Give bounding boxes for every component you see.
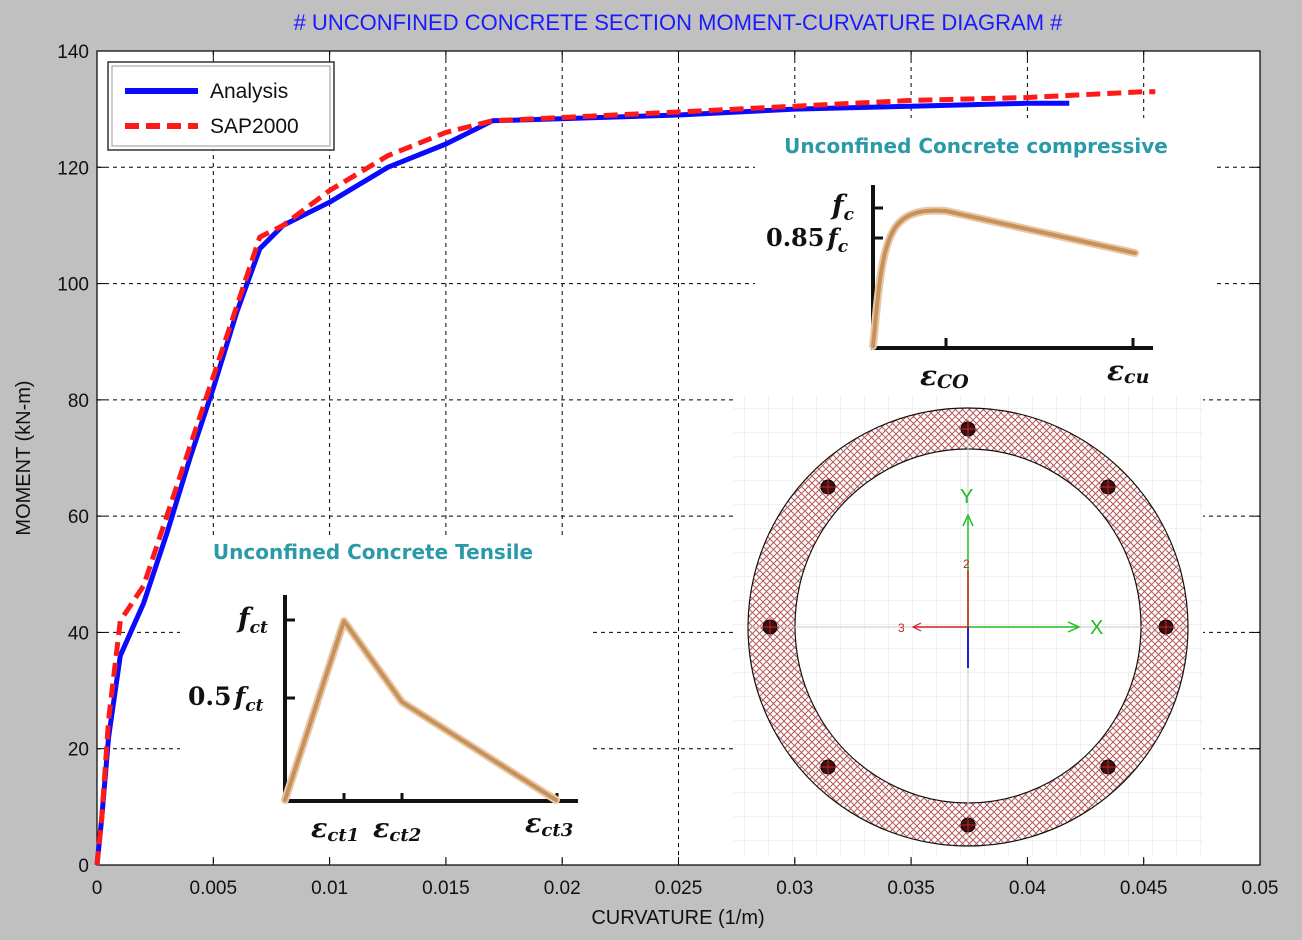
x-tick-label: 0.05 [1242, 878, 1279, 899]
x-tick-label: 0.025 [655, 878, 703, 899]
inset-tensile-label-05fct: 0.5 fct [188, 682, 264, 716]
inset-compressive-title: Unconfined Concrete compressive [784, 134, 1168, 158]
inset-compressive-curve [871, 208, 1137, 348]
axis-x-label: X [1090, 617, 1103, 639]
axis-x-arrow-icon [1067, 621, 1081, 633]
inset-tensile-curve [283, 619, 558, 802]
axis-y-label: Y [960, 486, 973, 508]
y-tick-label: 80 [68, 391, 89, 412]
series-line-sap2000 [94, 89, 1156, 866]
x-tick-label: 0.03 [776, 878, 813, 899]
x-tick-label: 0.035 [887, 878, 935, 899]
y-tick-labels: 0 20 40 60 80 100 120 140 [57, 42, 89, 877]
y-axis-label: MOMENT (kN-m) [13, 380, 35, 535]
inset-tensile-label-ect2: εct2 [373, 813, 421, 846]
series-line-analysis [94, 100, 1070, 866]
legend-box [107, 61, 335, 151]
x-axis-label: CURVATURE (1/m) [591, 907, 764, 929]
y-tick-label: 0 [78, 856, 89, 877]
series-layer [94, 89, 1156, 866]
inset-compressive-label-fc: fc [830, 190, 855, 225]
legend-inner-border [111, 65, 331, 147]
inset-compressive-bg [755, 118, 1215, 393]
inset-compressive-label-ecu: εcu [1107, 354, 1149, 388]
x-tick-label: 0.045 [1120, 878, 1168, 899]
y-tick-label: 100 [57, 275, 89, 296]
chart-title: # UNCONFINED CONCRETE SECTION MOMENT-CUR… [294, 10, 1064, 35]
y-tick-label: 140 [57, 42, 89, 63]
legend-label-analysis: Analysis [210, 80, 288, 103]
x-tick-label: 0.005 [190, 878, 238, 899]
section-ring [747, 407, 1189, 847]
inset-section: Y X 2 3 [733, 395, 1203, 855]
x-tick-label: 0.04 [1009, 878, 1046, 899]
inset-tensile-label-ect3: εct3 [525, 808, 573, 841]
inset-tensile-label-fct: fct [236, 603, 268, 638]
rebar-group [761, 420, 1175, 834]
y-tick-label: 40 [68, 623, 89, 644]
y-tick-label: 20 [68, 740, 89, 761]
x-tick-label: 0.01 [311, 878, 348, 899]
legend: Analysis SAP2000 [107, 61, 335, 151]
inset-tensile-title: Unconfined Concrete Tensile [213, 540, 533, 564]
x-tick-label: 0.02 [544, 878, 581, 899]
legend-label-sap2000: SAP2000 [210, 115, 299, 138]
axis-3-arrow-icon [911, 622, 922, 632]
inset-compressive: Unconfined Concrete compressive fc 0.85 f… [755, 118, 1215, 393]
inset-compressive-label-085fc: 0.85 fc [766, 223, 849, 257]
axis-2-label: 2 [963, 557, 970, 571]
y-tick-label: 120 [57, 158, 89, 179]
x-tick-labels: 0 0.005 0.01 0.015 0.02 0.025 0.03 0.035 0.04 0.0… [92, 878, 1279, 899]
x-tick-label: 0.015 [422, 878, 470, 899]
inset-tensile: Unconfined Concrete Tensile fct 0.5 fct ε… [180, 535, 590, 855]
inset-tensile-label-ect1: εct1 [311, 813, 359, 846]
y-tick-label: 60 [68, 507, 89, 528]
inset-compressive-label-eco: εCO [920, 359, 969, 393]
axis-y-arrow-icon [962, 513, 974, 527]
x-tick-label: 0 [92, 878, 103, 899]
axis-3-label: 3 [898, 621, 905, 635]
